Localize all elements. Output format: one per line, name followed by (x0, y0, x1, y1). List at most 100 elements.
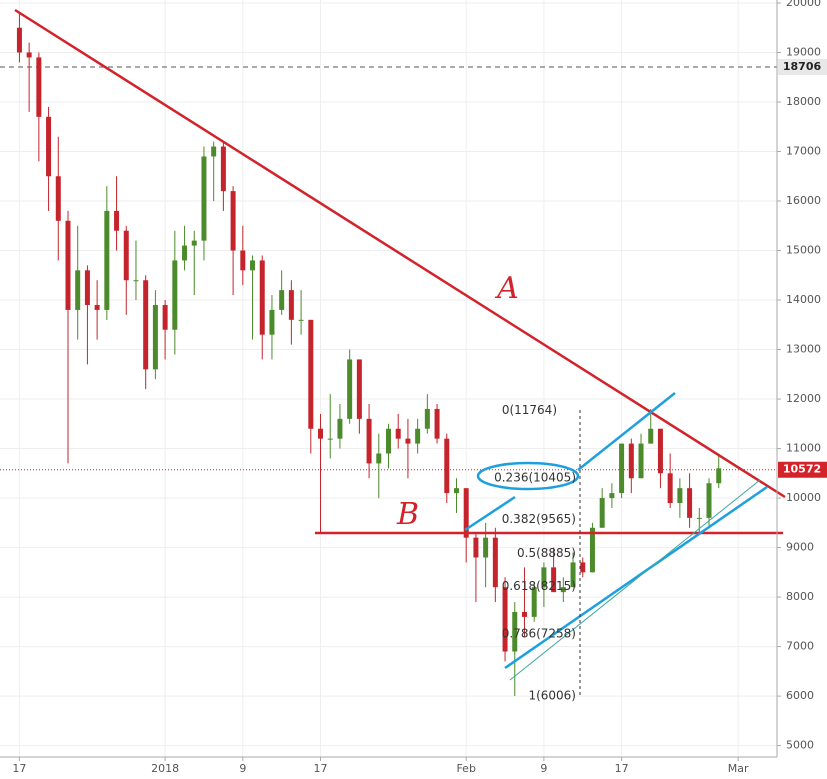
price-label-box (778, 461, 827, 478)
candle-body (220, 146, 226, 192)
candle-body (677, 488, 683, 504)
channel-line (464, 495, 516, 532)
candle-body (512, 611, 518, 652)
y-tick-label: 13000 (786, 343, 821, 356)
x-tick-label: 9 (540, 762, 547, 775)
candle-body (599, 498, 605, 528)
candle-body (337, 418, 343, 439)
annotation-a: A (494, 271, 519, 306)
candle-body (162, 304, 168, 330)
candle-body (415, 428, 421, 444)
x-tick-label: 9 (239, 762, 246, 775)
candle-body (182, 245, 188, 261)
drawings: A B 0(11764) 0.236(10405) 0.382(9565) 0.5(8… (14, 8, 786, 702)
x-tick-label: 17 (314, 762, 328, 775)
candle-body (473, 537, 479, 558)
candle-body (541, 567, 547, 588)
candle-body (570, 562, 576, 588)
candle-body (133, 280, 139, 282)
candle-body (84, 270, 90, 305)
annotation-b: B (396, 497, 419, 532)
candle-body (716, 468, 722, 484)
candle-body (230, 191, 236, 251)
candle-body (502, 587, 508, 652)
y-tick-label: 19000 (786, 45, 821, 58)
candle-body (609, 493, 615, 499)
y-tick-label: 5000 (786, 739, 814, 752)
channel-line (504, 485, 768, 670)
candle-body (687, 488, 693, 518)
candle-body (318, 428, 324, 439)
candle-body (347, 359, 353, 419)
candle-body (46, 116, 52, 177)
candle-body (152, 304, 158, 370)
candle-body (434, 408, 440, 439)
candle-body (250, 260, 256, 271)
fib-level-label: 0.236(10405) (494, 471, 576, 485)
x-tick-label: Mar (728, 762, 749, 775)
y-tick-label: 20000 (786, 0, 821, 9)
candle-body (55, 176, 61, 221)
candle-body (628, 443, 634, 479)
fib-level-label: 0.786(7258) (502, 626, 576, 640)
candle-body (65, 220, 71, 310)
candle-body (366, 418, 372, 464)
candle-body (483, 537, 489, 558)
candle-body (94, 304, 100, 310)
candle-body (16, 27, 22, 53)
y-tick-label: 11000 (786, 442, 821, 455)
y-tick-label: 15000 (786, 244, 821, 257)
y-tick-label: 14000 (786, 293, 821, 306)
y-tick-label: 16000 (786, 194, 821, 207)
y-tick-label: 7000 (786, 640, 814, 653)
candle-body (619, 443, 625, 494)
y-tick-label: 18000 (786, 95, 821, 108)
candle-body (531, 587, 537, 617)
candle-body (395, 428, 401, 439)
candle-body (376, 453, 382, 464)
y-tick-label: 10000 (786, 491, 821, 504)
trendline-a (14, 8, 786, 499)
candle-body (191, 240, 197, 246)
candle-body (123, 230, 129, 281)
y-tick-label: 9000 (786, 541, 814, 554)
candle-body (463, 488, 469, 538)
candle-body (279, 290, 285, 310)
candle-body (327, 438, 333, 440)
candle-body (424, 408, 430, 429)
highlight-ellipse (476, 461, 580, 491)
y-tick-label: 6000 (786, 689, 814, 702)
candle-body (201, 156, 207, 241)
candle-body (580, 562, 586, 573)
x-tick-label: 17 (12, 762, 26, 775)
candle-body (240, 250, 246, 271)
fib-level-label: 0.382(9565) (502, 512, 576, 526)
y-tick-label: 8000 (786, 590, 814, 603)
x-tick-label: 17 (615, 762, 629, 775)
fib-level-label: 0(11764) (502, 403, 557, 417)
grid (0, 0, 777, 757)
fib-level-label: 1(6006) (528, 688, 576, 702)
candle-body (143, 280, 149, 370)
channel-line (577, 392, 676, 471)
fib-level-label: 0.618(8215) (502, 579, 576, 593)
candle-body (386, 428, 391, 454)
candle-body (453, 488, 459, 494)
candle-body (560, 587, 566, 593)
x-tick-label: Feb (456, 762, 475, 775)
candle-body (104, 210, 110, 310)
candle-body (36, 57, 42, 117)
candle-body (638, 443, 644, 479)
candle-body (172, 260, 178, 330)
candle-body (75, 270, 81, 310)
candle-body (444, 438, 450, 494)
candle-body (308, 319, 314, 429)
x-tick-label: 2018 (151, 762, 179, 775)
y-tick-label: 17000 (786, 144, 821, 157)
candle-body (211, 146, 217, 157)
price-label: 18706 (783, 60, 822, 73)
candle-body (269, 309, 275, 335)
candle-body (696, 517, 702, 519)
